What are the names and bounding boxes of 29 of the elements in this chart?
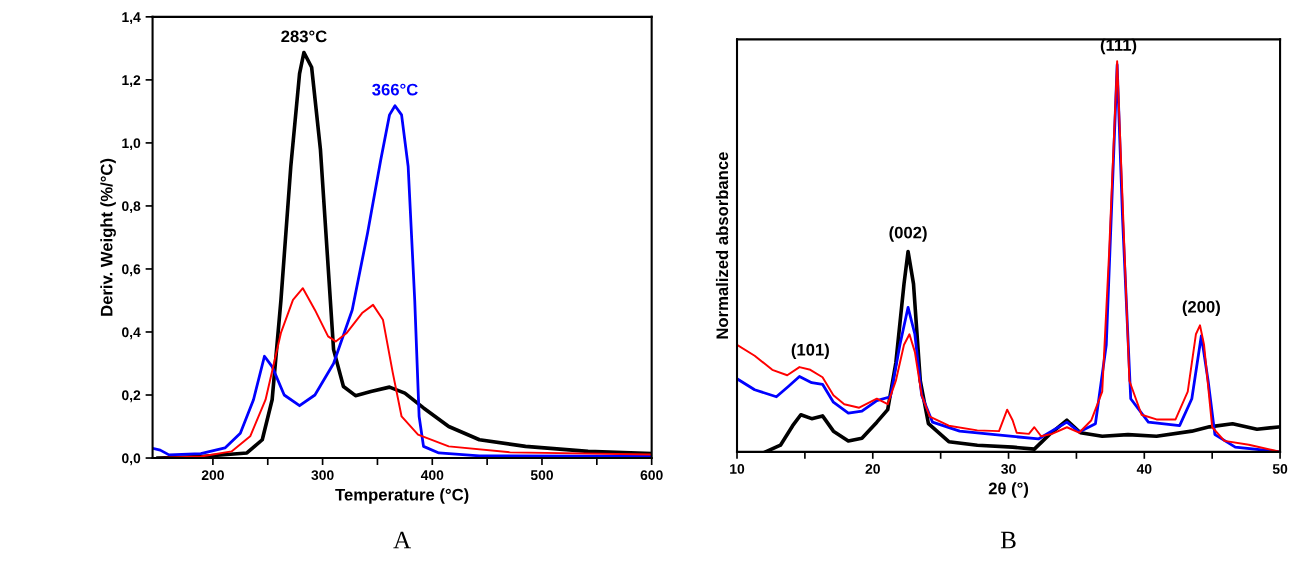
x-tick-label: 400 xyxy=(420,470,444,481)
y-axis-title: Normalized absorbance xyxy=(715,152,729,339)
x-tick-label: 300 xyxy=(311,470,334,481)
annotation: (101) xyxy=(791,343,829,359)
annotation: 366°C xyxy=(372,83,418,96)
y-tick-label: 0,2 xyxy=(122,390,141,403)
x-tick-label: 40 xyxy=(1136,464,1152,474)
x-tick-label: 30 xyxy=(1001,464,1016,474)
y-axis-title: Deriv. Weight (%/°C) xyxy=(100,158,116,316)
y-tick-label: 1,2 xyxy=(122,75,141,88)
x-tick-label: 10 xyxy=(730,464,745,474)
x-axis-title: 2θ (°) xyxy=(988,482,1029,498)
annotation: (002) xyxy=(889,226,927,242)
annotation: 283°C xyxy=(281,30,327,43)
y-tick-label: 0,6 xyxy=(122,264,141,277)
y-tick-label: 0,0 xyxy=(122,453,141,466)
x-tick-label: 500 xyxy=(530,470,553,481)
y-tick-label: 1,4 xyxy=(122,12,141,25)
text: B xyxy=(1000,531,1016,549)
y-tick-label: 1,0 xyxy=(122,138,141,151)
x-tick-label: 200 xyxy=(201,470,224,481)
text: A xyxy=(393,531,411,549)
x-axis-title: Temperature (°C) xyxy=(335,488,469,504)
x-tick-label: 50 xyxy=(1272,464,1288,474)
y-tick-label: 0,8 xyxy=(122,201,141,214)
y-tick-label: 0,4 xyxy=(122,327,141,340)
x-tick-label: 20 xyxy=(865,464,880,474)
annotation: (200) xyxy=(1182,300,1220,316)
x-tick-label: 600 xyxy=(640,470,663,481)
